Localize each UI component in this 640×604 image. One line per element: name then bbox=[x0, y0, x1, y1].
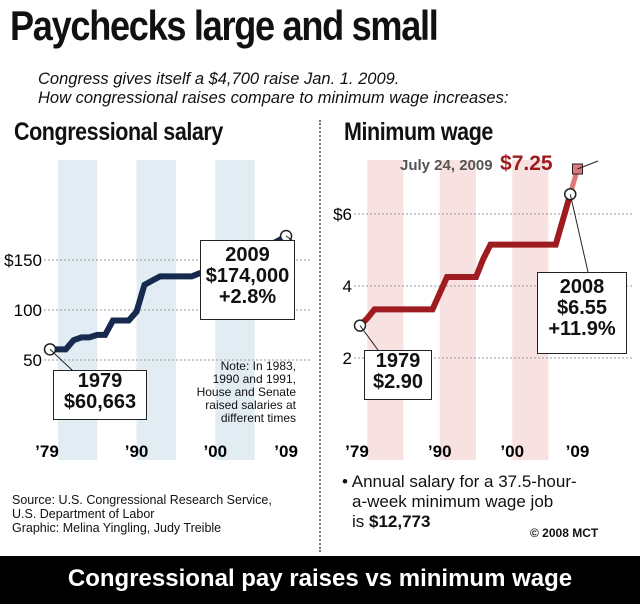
congress-end-year: 2009 bbox=[225, 244, 270, 266]
annual-salary-note: • Annual salary for a 37.5-hour- a-week … bbox=[342, 472, 577, 532]
source-line: Source: U.S. Congressional Research Serv… bbox=[12, 493, 272, 507]
subtitle-line-2: How congressional raises compare to mini… bbox=[38, 89, 509, 107]
note-line: different times bbox=[220, 411, 296, 425]
copyright: © 2008 MCT bbox=[530, 526, 599, 540]
series-line bbox=[357, 193, 574, 328]
x-tick-label: ’79 bbox=[345, 442, 369, 461]
projected-date: July 24, 2009 bbox=[400, 157, 493, 174]
x-tick-label: ’00 bbox=[500, 442, 524, 461]
y-tick-label: 100 bbox=[14, 301, 42, 320]
annual-line: a-week minimum wage job bbox=[352, 492, 554, 511]
y-tick-label: $150 bbox=[4, 251, 42, 270]
callout-leader bbox=[577, 160, 599, 170]
background-band bbox=[439, 160, 476, 460]
x-tick-label: ’90 bbox=[125, 442, 149, 461]
congress-note: Note: In 1983, 1990 and 1991, House and … bbox=[176, 360, 296, 425]
minwage-end-year: 2008 bbox=[559, 276, 605, 298]
congress-end-value: $174,000 bbox=[205, 265, 290, 287]
annual-value: $12,773 bbox=[369, 512, 431, 531]
callout-leader bbox=[285, 235, 293, 241]
annual-line: • Annual salary for a 37.5-hour- bbox=[342, 472, 577, 491]
graphic-credit: Graphic: Melina Yingling, Judy Treible bbox=[12, 521, 222, 535]
minwage-end-value: $6.55 bbox=[556, 297, 608, 319]
panel-divider bbox=[319, 120, 321, 552]
x-tick-label: ’09 bbox=[274, 442, 298, 461]
x-tick-label: ’79 bbox=[35, 442, 59, 461]
minwage-chart-title: Minimum wage bbox=[344, 118, 493, 146]
y-tick-label: $6 bbox=[333, 205, 352, 224]
minwage-end-callout: 2008 $6.55 +11.9% bbox=[537, 272, 627, 354]
minwage-end-change: +11.9% bbox=[548, 318, 616, 340]
y-tick-label: 2 bbox=[343, 349, 352, 368]
subtitle-line-1: Congress gives itself a $4,700 raise Jan… bbox=[38, 70, 400, 88]
y-tick-label: 4 bbox=[343, 277, 352, 296]
note-line: raised salaries at bbox=[205, 398, 296, 412]
note-line: House and Senate bbox=[196, 385, 296, 399]
callout-leader bbox=[569, 194, 589, 273]
y-tick-label: 50 bbox=[23, 351, 42, 370]
source-credit: Source: U.S. Congressional Research Serv… bbox=[12, 493, 272, 535]
x-tick-label: ’00 bbox=[203, 442, 227, 461]
source-line: U.S. Department of Labor bbox=[12, 507, 155, 521]
congress-start-callout: 1979 $60,663 bbox=[53, 370, 147, 420]
caption-bar: Congressional pay raises vs minimum wage bbox=[0, 556, 640, 604]
annual-prefix: is bbox=[352, 512, 365, 531]
callout-leader bbox=[359, 325, 379, 351]
x-tick-label: ’09 bbox=[566, 442, 590, 461]
minwage-start-year: 1979 bbox=[375, 350, 421, 372]
x-tick-label: ’90 bbox=[428, 442, 452, 461]
projected-value: $7.25 bbox=[500, 152, 553, 175]
data-point-marker bbox=[564, 187, 577, 201]
minwage-projected-label: July 24, 2009 $7.25 bbox=[400, 152, 553, 176]
congress-start-year: 1979 bbox=[77, 370, 123, 392]
minwage-chart: $6 4 2 ’79 ’90 ’00 ’09 bbox=[333, 160, 632, 461]
minwage-start-value: $2.90 bbox=[372, 371, 424, 393]
congress-end-callout: 2009 $174,000 +2.8% bbox=[200, 240, 295, 320]
note-line: Note: In 1983, bbox=[220, 359, 296, 373]
callout-leader bbox=[49, 348, 73, 371]
congress-start-value: $60,663 bbox=[63, 391, 137, 413]
congress-chart-title: Congressional salary bbox=[14, 118, 223, 146]
minwage-start-callout: 1979 $2.90 bbox=[364, 350, 432, 400]
note-line: 1990 and 1991, bbox=[212, 372, 296, 386]
congress-end-change: +2.8% bbox=[218, 286, 277, 308]
page-title: Paychecks large and small bbox=[10, 2, 439, 49]
